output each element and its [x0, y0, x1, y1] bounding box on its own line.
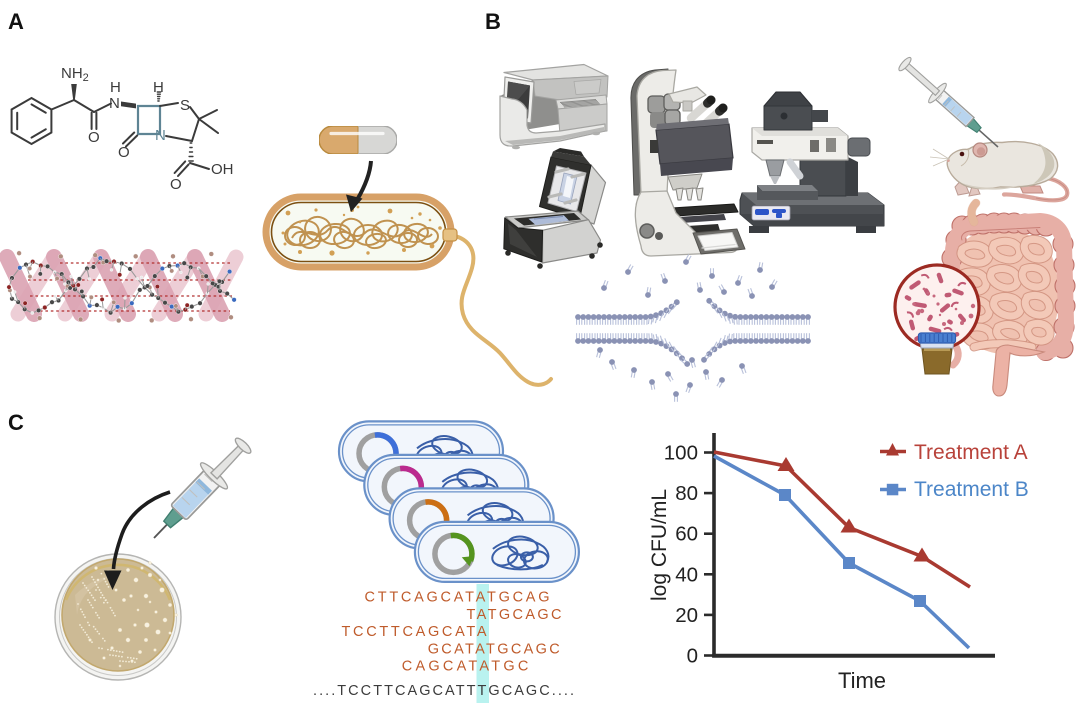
svg-text:TATGCAGC: TATGCAGC [467, 607, 562, 623]
svg-text:N: N [109, 95, 120, 112]
svg-text:20: 20 [675, 604, 698, 627]
svg-text:Treatment A: Treatment A [914, 441, 1028, 464]
svg-text:log CFU/mL: log CFU/mL [648, 489, 671, 601]
svg-text:O: O [170, 176, 182, 193]
svg-text:Time: Time [838, 668, 886, 693]
svg-text:B: B [485, 9, 501, 34]
svg-text:O: O [118, 144, 130, 161]
svg-text:100: 100 [664, 442, 698, 465]
svg-text:GCATATGCAGC: GCATATGCAGC [428, 641, 560, 657]
svg-text:S: S [180, 97, 190, 114]
svg-text:OH: OH [211, 161, 234, 178]
svg-text:40: 40 [675, 563, 698, 586]
svg-text:C: C [8, 410, 24, 435]
svg-text:60: 60 [675, 523, 698, 546]
svg-text:NH2: NH2 [61, 65, 89, 84]
svg-text:H: H [153, 79, 164, 96]
svg-text:80: 80 [675, 482, 698, 505]
svg-text:CAGCATATGC: CAGCATATGC [402, 659, 529, 675]
svg-text:Treatment B: Treatment B [914, 478, 1029, 501]
svg-text:CTTCAGCATATGCAG: CTTCAGCATATGCAG [365, 590, 550, 606]
svg-text:0: 0 [687, 645, 698, 668]
svg-text:H: H [110, 79, 121, 96]
svg-text:A: A [8, 9, 24, 34]
svg-text:N: N [155, 127, 166, 144]
svg-text:O: O [88, 129, 100, 146]
